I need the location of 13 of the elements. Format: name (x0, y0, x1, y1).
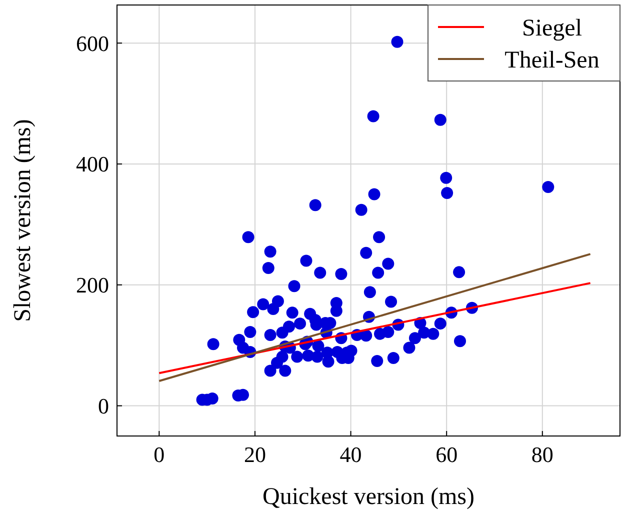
legend-label: Theil-Sen (504, 47, 600, 74)
x-tick-label: 40 (340, 442, 362, 467)
legend-label: Siegel (522, 15, 582, 42)
y-axis-title: Slowest version (ms) (10, 119, 36, 322)
y-tick-label: 600 (76, 30, 109, 56)
x-tick-label: 60 (436, 442, 458, 467)
y-tick-label: 0 (98, 393, 109, 418)
y-tick-label: 400 (76, 152, 109, 177)
y-tick-label: 200 (76, 272, 109, 298)
x-tick-label: 80 (531, 442, 554, 467)
x-tick-label: 0 (154, 442, 165, 467)
x-tick-label: 20 (244, 442, 266, 467)
x-axis-title: Quickest version (ms) (262, 484, 474, 510)
